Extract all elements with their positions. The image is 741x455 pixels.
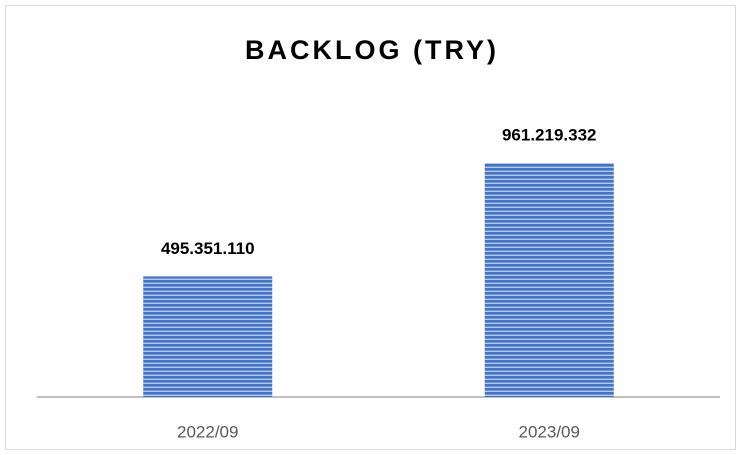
chart-title: BACKLOG (TRY) <box>245 35 499 65</box>
x-tick-label: 2023/09 <box>519 422 580 441</box>
data-label: 495.351.110 <box>161 239 255 258</box>
bar <box>484 163 614 397</box>
x-tick-label: 2022/09 <box>177 422 238 441</box>
data-label: 961.219.332 <box>502 125 597 144</box>
bar <box>143 276 273 397</box>
chart-border <box>5 5 736 450</box>
